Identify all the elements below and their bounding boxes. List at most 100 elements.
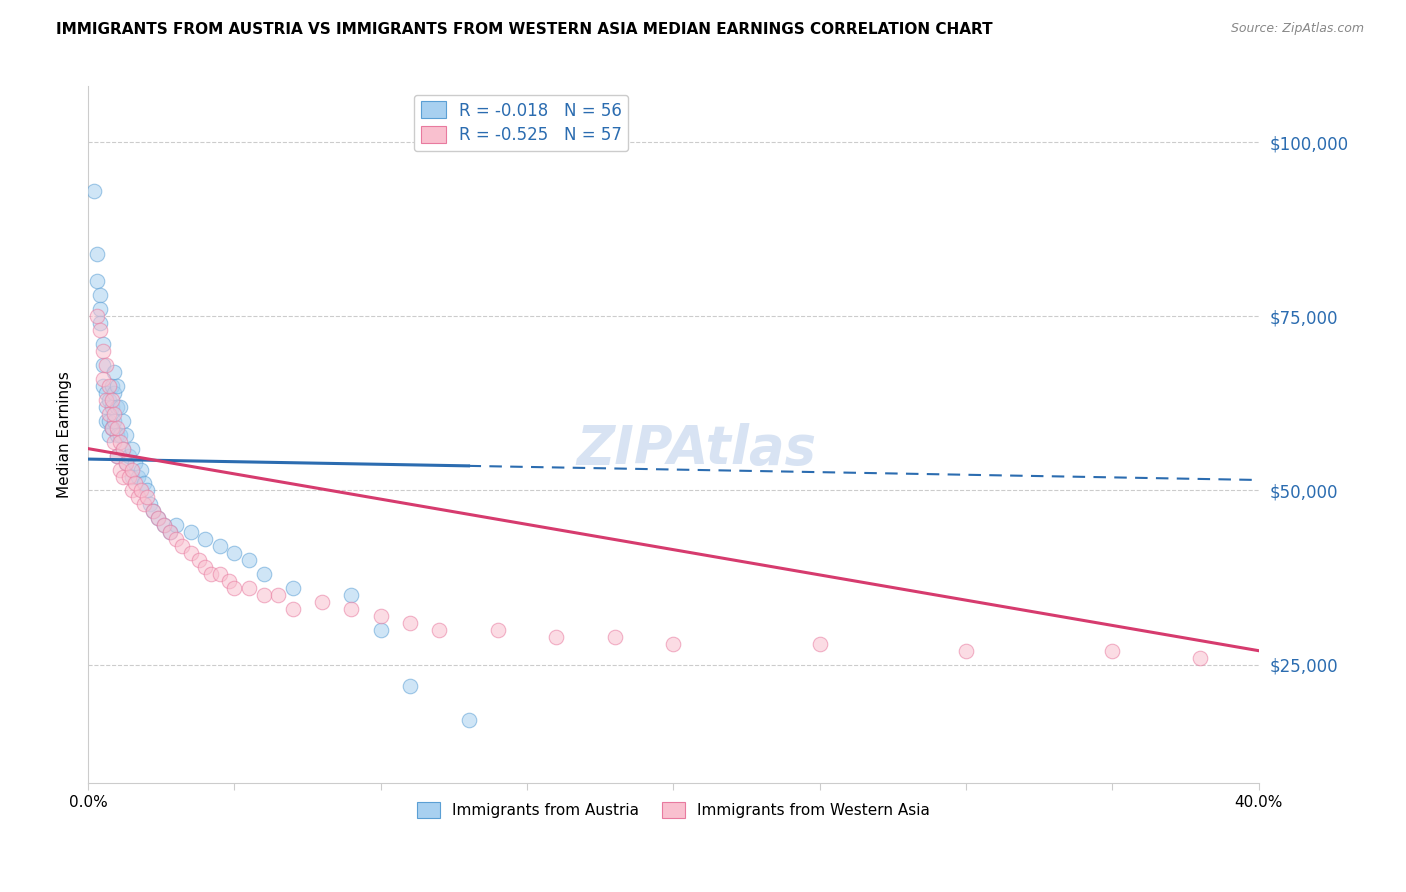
Point (148, 511, 170, 525)
Y-axis label: Median Earnings: Median Earnings (58, 371, 72, 498)
Point (86, 310, 108, 324)
Point (115, 456, 138, 470)
Point (121, 442, 143, 456)
Point (955, 643, 977, 657)
Point (224, 546, 246, 560)
Point (218, 574, 240, 588)
Point (107, 449, 129, 463)
Point (97, 427, 120, 442)
Point (91, 344, 114, 359)
Point (180, 525, 202, 540)
Point (100, 379, 122, 393)
Point (180, 546, 202, 560)
Point (121, 462, 143, 476)
Point (89, 323, 111, 337)
Point (281, 581, 304, 595)
Point (115, 456, 138, 470)
Point (112, 469, 135, 483)
Point (97, 407, 120, 421)
Point (457, 714, 479, 728)
Point (253, 588, 276, 602)
Point (100, 421, 122, 435)
Point (1189, 650, 1212, 665)
Point (546, 630, 568, 644)
Legend: Immigrants from Austria, Immigrants from Western Asia: Immigrants from Austria, Immigrants from… (411, 796, 936, 824)
Point (224, 581, 246, 595)
Point (194, 532, 217, 546)
Point (86, 246, 108, 260)
Point (121, 469, 143, 483)
Point (603, 630, 626, 644)
Point (89, 302, 111, 317)
Point (124, 476, 146, 491)
Point (194, 560, 217, 574)
Point (138, 497, 160, 511)
Point (127, 491, 149, 505)
Point (112, 442, 135, 456)
Point (110, 462, 132, 476)
Point (238, 581, 260, 595)
Point (107, 427, 129, 442)
Point (107, 449, 129, 463)
Point (135, 483, 157, 498)
Point (100, 400, 122, 414)
Point (107, 379, 129, 393)
Point (253, 567, 276, 582)
Point (115, 427, 138, 442)
Point (662, 637, 685, 651)
Point (238, 553, 260, 567)
Point (127, 469, 149, 483)
Point (112, 414, 135, 428)
Point (808, 637, 831, 651)
Point (100, 392, 122, 407)
Point (170, 539, 193, 553)
Point (112, 442, 135, 456)
Point (110, 427, 132, 442)
Point (200, 567, 222, 582)
Point (208, 539, 231, 553)
Point (107, 400, 129, 414)
Point (148, 511, 170, 525)
Point (132, 497, 155, 511)
Point (188, 553, 211, 567)
Point (91, 337, 114, 351)
Point (107, 421, 129, 435)
Point (97, 379, 120, 393)
Point (94, 358, 117, 372)
Point (103, 385, 125, 400)
Point (267, 588, 290, 602)
Point (103, 414, 125, 428)
Point (118, 449, 141, 463)
Point (94, 400, 117, 414)
Point (340, 602, 363, 616)
Point (165, 532, 187, 546)
Point (159, 525, 181, 540)
Point (86, 275, 108, 289)
Point (165, 518, 187, 533)
Point (124, 456, 146, 470)
Point (91, 372, 114, 386)
Point (89, 316, 111, 330)
Point (208, 567, 231, 582)
Point (110, 400, 132, 414)
Point (129, 462, 152, 476)
Point (370, 623, 392, 637)
Point (399, 679, 422, 693)
Point (281, 602, 304, 616)
Point (100, 421, 122, 435)
Point (340, 588, 363, 602)
Text: ZIPAtlas: ZIPAtlas (576, 423, 817, 475)
Point (153, 518, 176, 533)
Point (94, 385, 117, 400)
Text: IMMIGRANTS FROM AUSTRIA VS IMMIGRANTS FROM WESTERN ASIA MEDIAN EARNINGS CORRELAT: IMMIGRANTS FROM AUSTRIA VS IMMIGRANTS FR… (56, 22, 993, 37)
Point (486, 623, 509, 637)
Point (311, 595, 333, 609)
Point (370, 608, 392, 623)
Point (97, 414, 120, 428)
Point (110, 434, 132, 449)
Point (103, 434, 125, 449)
Point (103, 407, 125, 421)
Point (103, 365, 125, 379)
Point (159, 525, 181, 540)
Text: Source: ZipAtlas.com: Source: ZipAtlas.com (1230, 22, 1364, 36)
